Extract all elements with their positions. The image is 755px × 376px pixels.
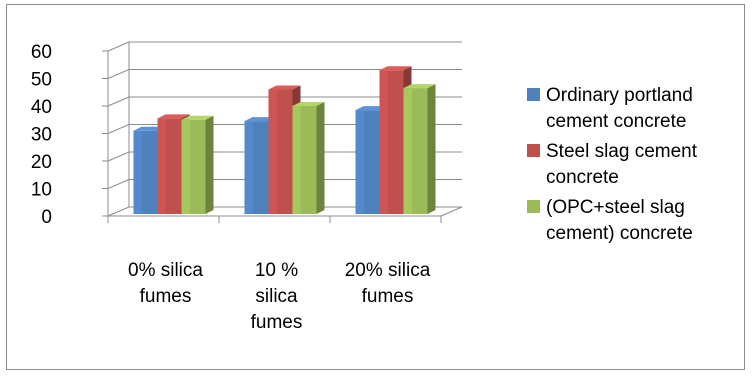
gridline-depth	[107, 206, 130, 217]
legend-label-line: Steel slag cement	[546, 141, 698, 162]
x-category-label-line: 20% silica	[345, 260, 431, 281]
bar-highlight	[379, 70, 388, 214]
x-category-label-line: fumes	[251, 312, 303, 333]
legend-label: Ordinary portland cement concrete	[546, 85, 693, 132]
y-tick-label: 50	[31, 70, 52, 91]
gridline-depth	[107, 179, 130, 189]
y-tick-label: 20	[31, 152, 52, 173]
legend-label-line: cement concrete	[546, 111, 686, 132]
bar-highlight	[181, 119, 190, 214]
bar	[403, 84, 436, 214]
x-category-label-line: 10 %	[255, 260, 298, 281]
floor-right-edge	[440, 206, 463, 217]
bar-highlight	[403, 88, 412, 214]
bars	[133, 66, 436, 214]
y-tick-label: 60	[31, 42, 52, 63]
bar-highlight	[133, 130, 142, 214]
gridline-depth	[107, 69, 130, 79]
bar-highlight	[157, 118, 166, 214]
bar-top	[181, 115, 214, 120]
bar	[292, 102, 325, 214]
bar-top	[403, 84, 436, 89]
bar-top	[379, 66, 412, 71]
legend: Ordinary portland cement concrete Steel sl…	[527, 85, 698, 244]
legend-swatch	[527, 144, 540, 157]
bar-highlight	[268, 89, 277, 214]
gridline-depth	[107, 96, 130, 107]
bar-top	[268, 85, 301, 90]
gridline-depth	[107, 151, 130, 162]
bar-highlight	[292, 106, 301, 214]
legend-swatch	[527, 88, 540, 101]
legend-label-line: concrete	[546, 167, 619, 188]
y-tick-label: 40	[31, 97, 52, 118]
legend-label: Steel slag cement concrete	[546, 141, 698, 188]
x-category-label-line: silica	[255, 286, 298, 307]
bar-top	[292, 102, 325, 106]
x-category-label: 20% silica fumes	[345, 260, 431, 307]
bar-top	[157, 114, 190, 119]
gridline-depth	[107, 124, 130, 134]
y-tick-label: 0	[41, 207, 52, 228]
gridline-depth	[107, 41, 130, 52]
bar-highlight	[355, 110, 364, 214]
x-category-label-line: 0% silica	[128, 260, 203, 281]
x-category-label: 10 % silica fumes	[251, 260, 303, 333]
legend-label-line: Ordinary portland	[546, 85, 693, 106]
legend-label: (OPC+steel slag cement) concrete	[546, 197, 693, 244]
legend-label-line: (OPC+steel slag	[546, 197, 685, 218]
labels: 0 10 20 30 40 50 60 0% silica fumes 10 % silica fum…	[31, 42, 431, 333]
legend-label-line: cement) concrete	[546, 223, 693, 244]
legend-swatch	[527, 200, 540, 213]
bar-highlight	[244, 121, 253, 214]
bar-side	[427, 84, 436, 214]
bar	[181, 115, 214, 214]
bar-side	[205, 115, 214, 214]
x-category-label-line: fumes	[140, 286, 192, 307]
y-tick-label: 10	[31, 180, 52, 201]
bar-side	[316, 102, 325, 214]
x-category-label: 0% silica fumes	[128, 260, 203, 307]
axes	[102, 42, 463, 223]
y-tick-label: 30	[31, 125, 52, 146]
x-category-label-line: fumes	[362, 286, 414, 307]
